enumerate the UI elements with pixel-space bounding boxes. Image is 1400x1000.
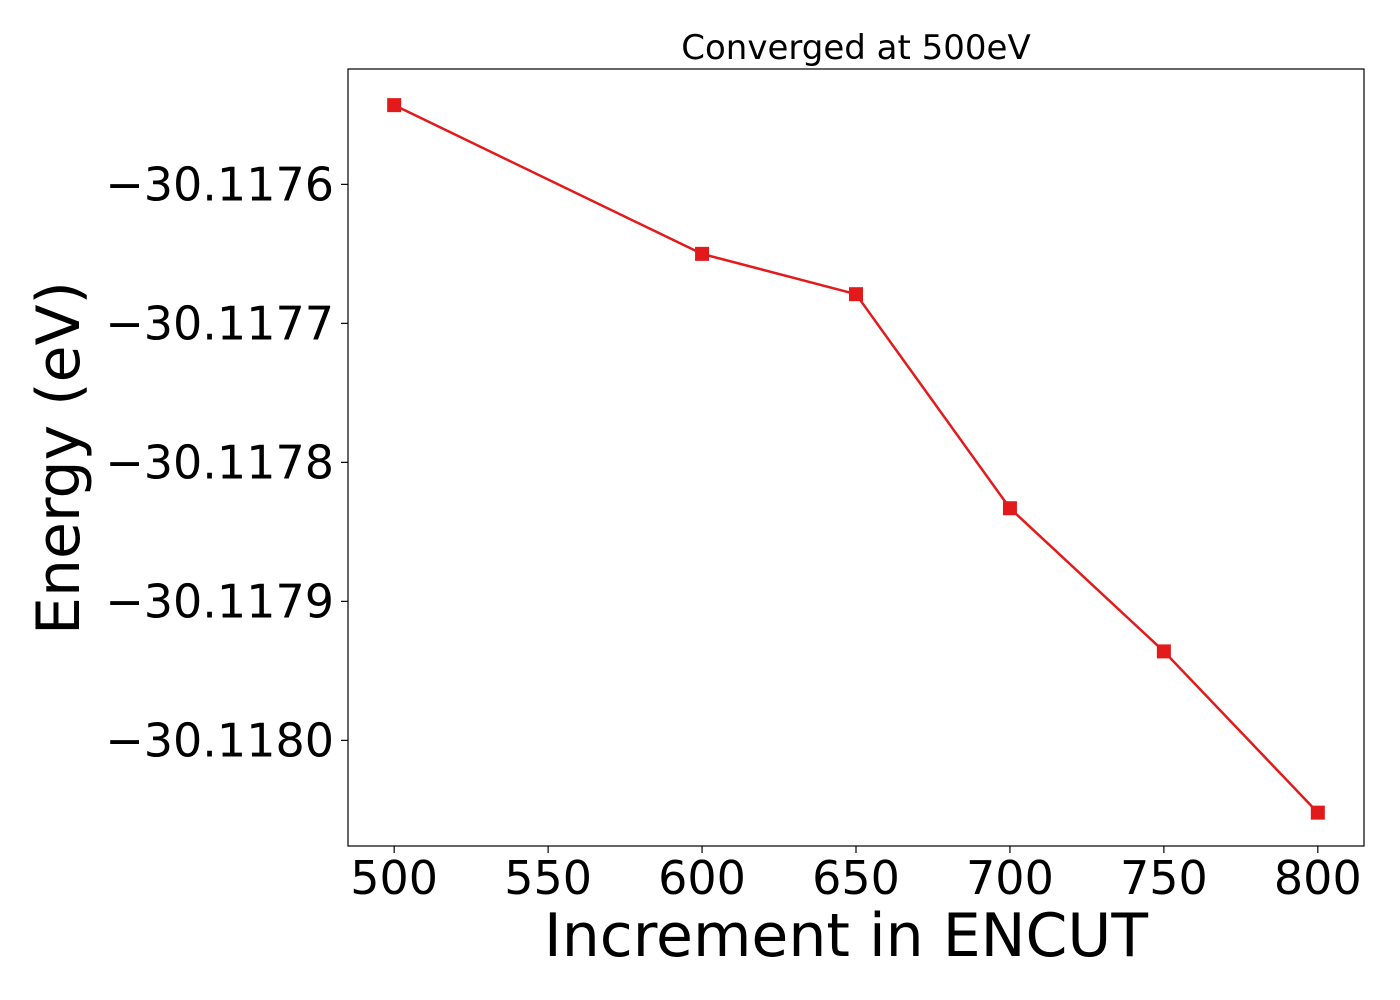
y-tick-label: −30.1177 (105, 296, 334, 350)
series-line (393, 103, 1319, 814)
x-tick-label: 650 (812, 851, 900, 905)
x-tick-label: 550 (504, 851, 592, 905)
y-tick-label: −30.1179 (105, 574, 334, 628)
y-axis-label: Energy (eV) (24, 281, 94, 635)
series-layer (387, 98, 1325, 820)
data-point-marker (1156, 644, 1171, 659)
x-tick-label: 500 (350, 851, 438, 905)
x-tick-label: 750 (1120, 851, 1208, 905)
data-point-marker (1310, 805, 1325, 820)
y-tick-label: −30.1176 (105, 157, 334, 211)
x-tick-label: 700 (966, 851, 1054, 905)
x-axis-ticks: 500 550 600 650 700 750 800 (350, 846, 1362, 905)
data-point-marker (1002, 501, 1017, 516)
plot-area-frame (347, 68, 1365, 847)
data-point-marker (387, 98, 402, 113)
y-tick-label: −30.1180 (105, 713, 334, 767)
y-tick-label: −30.1178 (105, 435, 334, 489)
data-point-marker (849, 287, 863, 302)
x-tick-label: 600 (658, 851, 746, 905)
x-axis-label: Increment in ENCUT (544, 901, 1148, 971)
chart-title: Converged at 500eV (681, 28, 1030, 68)
y-axis-ticks: −30.1176 −30.1177 −30.1178 −30.1179 −30.1180 (105, 157, 348, 767)
data-point-marker (695, 246, 710, 261)
x-tick-label: 800 (1274, 851, 1362, 905)
